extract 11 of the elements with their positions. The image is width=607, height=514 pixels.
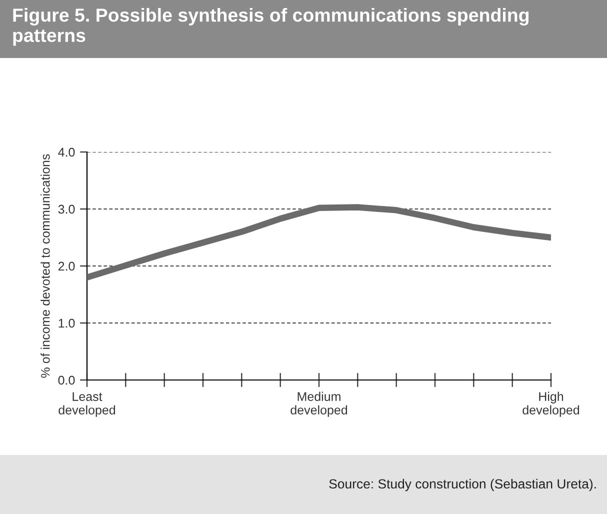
y-tick-label: 1.0	[58, 318, 75, 328]
y-axis-title: % of income devoted to communications	[40, 154, 50, 378]
x-tick-label: Medium developed	[290, 392, 348, 417]
y-tick-label: 4.0	[58, 148, 75, 157]
x-tick-label: High developed	[522, 392, 580, 417]
y-tick-label: 3.0	[58, 204, 75, 214]
y-tick-label: 2.0	[58, 262, 75, 271]
source-note: Source: Study construction (Sebastian Ureta).	[329, 478, 596, 492]
x-tick-label: Least developed	[58, 392, 116, 417]
y-tick-label: 0.0	[58, 376, 75, 385]
chart-title: Figure 5. Possible synthesis of communications spending patterns	[13, 8, 529, 46]
